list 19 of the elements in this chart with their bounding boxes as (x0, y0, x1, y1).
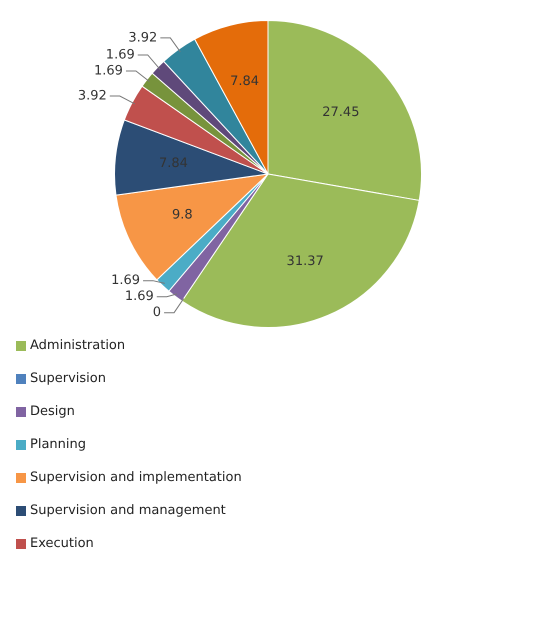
legend-label: Supervision (30, 371, 106, 386)
legend-label: Planning (30, 437, 86, 452)
legend-label: Supervision and management (30, 503, 226, 518)
data-label: 1.69 (111, 273, 140, 288)
legend-label: Supervision and implementation (30, 470, 242, 485)
legend-label: Execution (30, 536, 94, 551)
data-label: 1.69 (94, 63, 123, 78)
data-label: 1.69 (106, 47, 135, 62)
legend-label: Design (30, 404, 75, 419)
data-label: 3.92 (78, 88, 107, 104)
data-label: 1.69 (124, 289, 154, 304)
data-label: 7.84 (158, 156, 188, 171)
data-label: 9.8 (172, 208, 193, 223)
text: 0 (152, 305, 162, 320)
data-label: 27.45 (322, 105, 360, 120)
data-label: 3.92 (128, 30, 158, 46)
data-label: 31.37 (286, 254, 324, 269)
legend-label: Administration (30, 338, 126, 353)
data-label: 7.84 (230, 74, 260, 90)
